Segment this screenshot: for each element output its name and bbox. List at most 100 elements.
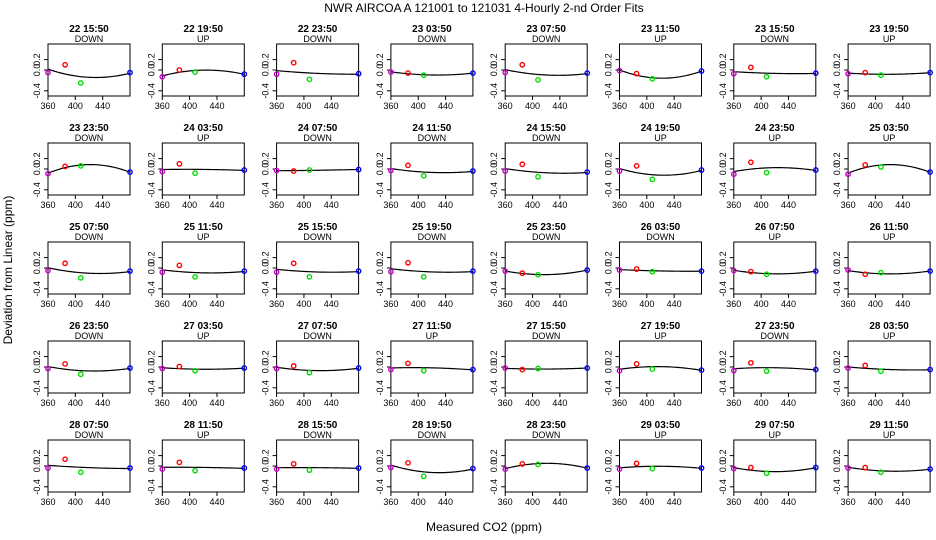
panel-time-label: 24 19:50 [641,123,681,134]
panel-direction-label: UP [883,430,896,440]
panel-time-label: 27 11:50 [412,321,451,332]
standard-point [812,167,819,173]
x-tick-label: 360 [383,299,398,309]
y-tick-label: 0.2 [832,449,842,462]
y-tick-label: -0.4 [489,182,499,198]
x-tick-label: 360 [726,497,741,507]
y-tick-label: 0.0 [261,262,271,275]
x-tick-label: 440 [552,101,567,111]
y-tick-label: 0.2 [604,449,614,462]
x-tick-label: 400 [525,101,540,111]
panel-time-label: 27 15:50 [526,321,566,332]
panel-direction-label: DOWN [303,133,332,143]
panel-time-label: 23 23:50 [69,123,109,134]
standard-point [45,365,51,372]
panel-time-label: 22 23:50 [298,24,338,35]
standard-point [616,466,623,473]
standard-point [845,70,851,77]
standard-point [355,268,362,275]
panel-time-label: 24 15:50 [526,123,566,134]
standard-point [176,459,183,466]
standard-point [306,369,313,376]
standard-point [355,365,362,371]
panel-time-label: 28 23:50 [526,420,566,431]
standard-point [159,73,166,80]
panel-frame [733,340,817,394]
y-tick-label: 0.0 [718,64,728,77]
y-tick-label: -0.4 [604,83,614,99]
fit-curve [848,366,931,371]
x-tick-label: 400 [296,299,311,309]
y-tick-label: 0.0 [489,64,499,77]
x-tick-label: 360 [612,497,627,507]
panel-time-label: 28 03:50 [869,321,909,332]
panel-direction-label: UP [769,133,782,143]
x-tick-label: 360 [40,398,55,408]
panel-frame [390,340,474,394]
standard-point [159,466,166,473]
standard-point [62,456,68,463]
y-tick-label: 0.2 [146,350,156,363]
panel-frame [276,340,360,394]
x-tick-label: 440 [667,101,682,111]
panel-direction-label: UP [654,133,667,143]
standard-point [812,70,819,77]
y-tick-label: 0.2 [489,251,499,264]
standard-point [519,366,526,373]
x-tick-label: 440 [209,200,224,210]
x-tick-label: 440 [95,299,110,309]
y-tick-label: -0.4 [146,182,156,198]
panel-time-label: 24 07:50 [298,123,338,134]
y-tick-label: 0.2 [375,350,385,363]
y-tick-label: 0.2 [489,152,499,165]
y-tick-label: 0.0 [146,361,156,374]
x-tick-label: 440 [781,101,796,111]
standard-point [45,69,51,76]
panel-frame [619,43,702,97]
x-tick-label: 360 [40,200,55,210]
standard-point [387,167,394,174]
standard-point [62,260,68,267]
x-tick-label: 440 [438,101,453,111]
fit-curve [505,69,588,76]
x-tick-label: 400 [525,398,540,408]
panel-frame [619,142,702,196]
x-tick-label: 360 [498,299,513,309]
standard-point [535,76,541,83]
y-tick-label: 0.2 [261,449,271,462]
panel-frame [276,241,360,295]
standard-point [927,366,933,373]
x-tick-label: 440 [324,299,339,309]
y-tick-label: 0.2 [604,152,614,165]
y-tick-label: 0.2 [32,53,42,66]
y-tick-label: -0.4 [261,380,271,396]
y-tick-label: 0.0 [832,163,842,176]
panel-direction-label: DOWN [75,133,104,143]
x-tick-label: 360 [612,200,627,210]
y-tick-label: 0.0 [261,64,271,77]
y-tick-label: 0.0 [604,361,614,374]
y-tick-label: 0.0 [32,361,42,374]
standard-point [469,366,476,373]
x-tick-label: 400 [182,497,197,507]
panel-direction-label: UP [883,34,896,44]
standard-point [176,363,183,370]
x-tick-label: 400 [296,398,311,408]
x-tick-label: 400 [182,101,197,111]
standard-point [77,162,84,169]
standard-point [273,365,280,372]
y-tick-label: 0.2 [718,53,728,66]
fit-curve [733,167,816,173]
y-tick-label: -0.4 [604,380,614,396]
x-tick-label: 440 [324,398,339,408]
standard-point [469,465,476,472]
y-tick-label: -0.4 [832,281,842,297]
standard-point [306,467,313,474]
standard-point [127,268,133,275]
fit-curve [733,467,816,473]
x-tick-label: 440 [95,101,110,111]
